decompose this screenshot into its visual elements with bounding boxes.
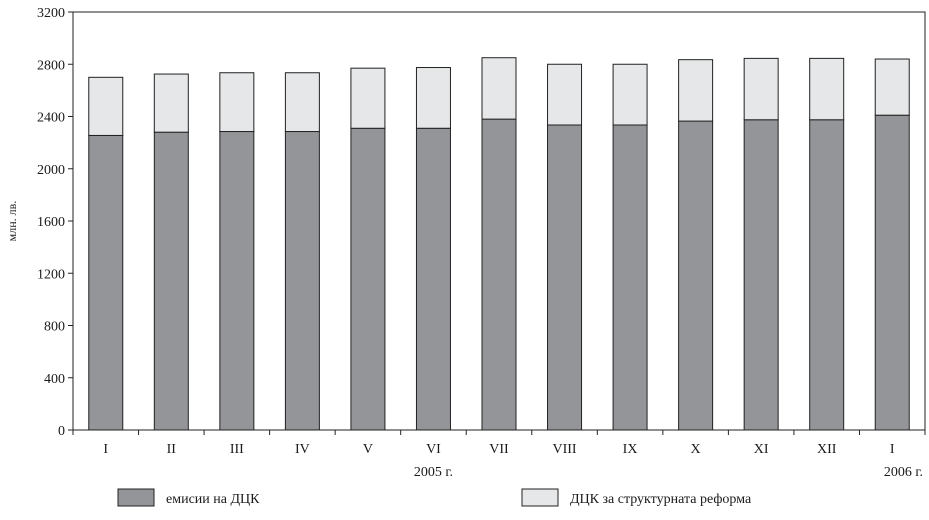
y-tick-label: 1600 bbox=[37, 215, 65, 230]
bar-emissions bbox=[612, 124, 648, 431]
bar-structural-reform bbox=[219, 72, 255, 133]
y-tick-label: 3200 bbox=[37, 6, 65, 21]
bar-structural-reform bbox=[743, 57, 779, 121]
x-tick-label: VII bbox=[489, 442, 509, 457]
bar-structural-reform bbox=[415, 67, 451, 129]
bar-emissions bbox=[284, 131, 320, 431]
y-axis-label: млн. лв. bbox=[5, 201, 19, 242]
bar-structural-reform bbox=[284, 72, 320, 133]
legend-label: емисии на ДЦК bbox=[166, 492, 260, 507]
bar-structural-reform bbox=[88, 76, 124, 136]
bar-emissions bbox=[481, 118, 517, 431]
bar-emissions bbox=[415, 127, 451, 431]
y-tick-label: 2400 bbox=[37, 111, 65, 126]
bar-emissions bbox=[153, 131, 189, 431]
bar-structural-reform bbox=[153, 73, 189, 133]
bars-group bbox=[88, 57, 910, 431]
bar-structural-reform bbox=[874, 58, 910, 116]
bar-emissions bbox=[809, 119, 845, 431]
x-tick-label: VIII bbox=[552, 442, 576, 457]
x-tick-label: I bbox=[890, 442, 895, 457]
bar-emissions bbox=[743, 119, 779, 431]
bar-structural-reform bbox=[612, 63, 648, 126]
bar-emissions bbox=[219, 131, 255, 431]
x-tick-label: I bbox=[103, 442, 108, 457]
y-tick-label: 2000 bbox=[37, 163, 65, 178]
x-tick-label: XII bbox=[817, 442, 837, 457]
bar-structural-reform bbox=[547, 63, 583, 126]
legend-swatch bbox=[521, 488, 559, 507]
legend-label: ДЦК за структурната реформа bbox=[570, 492, 752, 507]
legend: емисии на ДЦК ДЦК за структурната реформа bbox=[117, 488, 752, 507]
bar-structural-reform bbox=[350, 67, 386, 129]
bar-emissions bbox=[88, 134, 124, 431]
x-tick-label: IX bbox=[623, 442, 638, 457]
year-label: 2005 г. bbox=[414, 465, 453, 480]
legend-swatch bbox=[117, 488, 155, 507]
y-tick-label: 400 bbox=[44, 372, 65, 387]
bar-structural-reform bbox=[809, 57, 845, 121]
y-tick-labels-group: 0 400 800 1200 1600 2000 2400 2800 3200 bbox=[37, 6, 65, 439]
x-tick-label: VI bbox=[426, 442, 441, 457]
x-tick-label: V bbox=[363, 442, 373, 457]
year-label: 2006 г. bbox=[884, 465, 923, 480]
x-tick-label: II bbox=[167, 442, 177, 457]
bar-emissions bbox=[547, 124, 583, 431]
y-tick-label: 2800 bbox=[37, 58, 65, 73]
bar-structural-reform bbox=[678, 59, 714, 122]
y-tick-label: 0 bbox=[58, 424, 65, 439]
bar-emissions bbox=[678, 120, 714, 431]
bar-emissions bbox=[874, 114, 910, 431]
bar-structural-reform bbox=[481, 57, 517, 120]
x-tick-label: X bbox=[691, 442, 701, 457]
bar-emissions bbox=[350, 127, 386, 431]
y-tick-label: 800 bbox=[44, 320, 65, 335]
y-tick-label: 1200 bbox=[37, 267, 65, 282]
x-tick-label: XI bbox=[754, 442, 769, 457]
x-tick-label: III bbox=[230, 442, 244, 457]
x-tick-label: IV bbox=[295, 442, 310, 457]
